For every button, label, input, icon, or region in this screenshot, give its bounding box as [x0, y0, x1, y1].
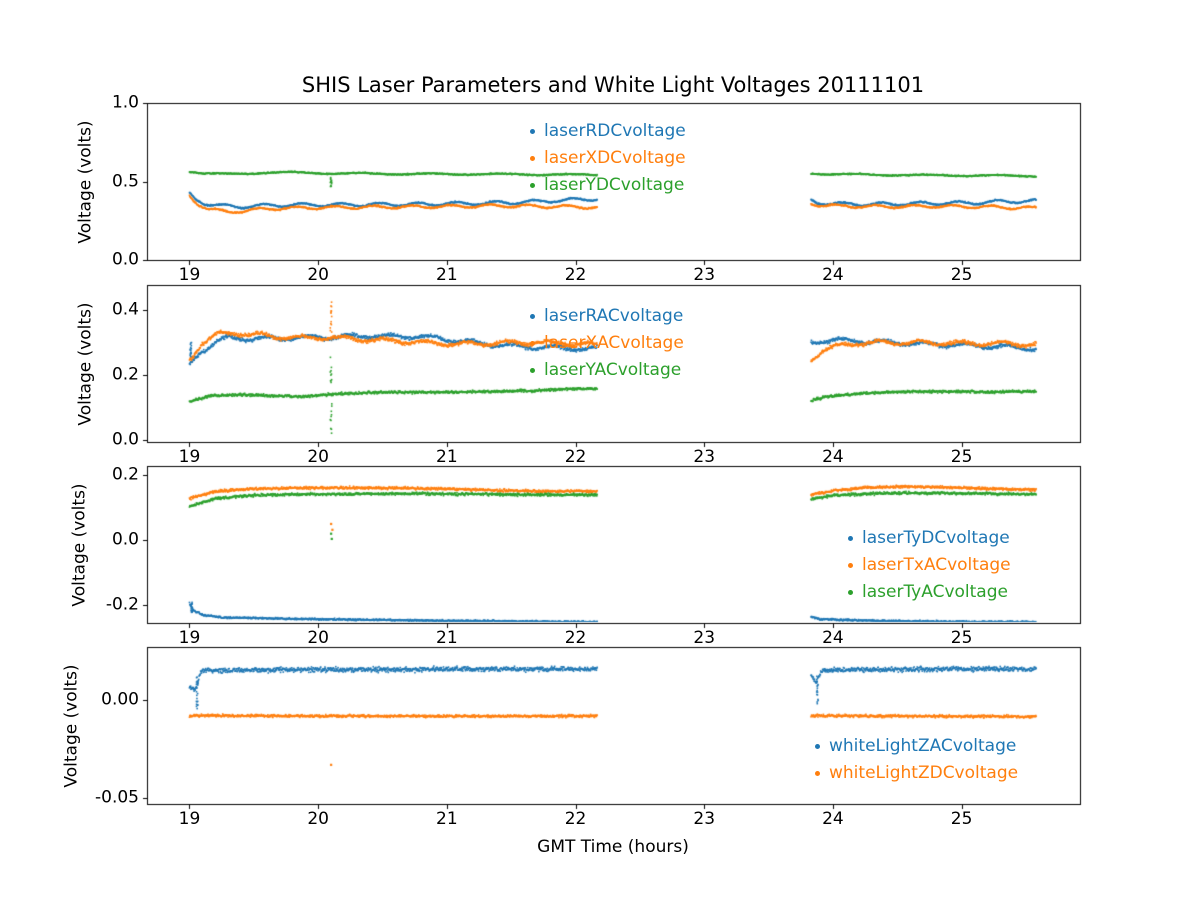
legend-label: whiteLightZDCvoltage [829, 763, 1019, 783]
legend-label: laserYDCvoltage [544, 175, 685, 195]
x-tick-label: 19 [178, 628, 201, 648]
legend-entry-laserYACvoltage: laserYACvoltage [530, 360, 681, 380]
x-tick-label: 25 [950, 809, 973, 829]
legend-label: laserTyACvoltage [862, 582, 1008, 602]
x-tick-label: 21 [436, 628, 458, 648]
legend-label: laserXDCvoltage [544, 148, 686, 168]
y-tick-label: 0.4 [111, 299, 139, 320]
legend-entry-laserTyACvoltage: laserTyACvoltage [848, 582, 1008, 602]
x-tick-label: 23 [693, 447, 716, 467]
x-tick-label: 22 [564, 265, 587, 285]
legend-marker-icon [815, 743, 820, 749]
legend-label: laserRDCvoltage [544, 121, 686, 141]
x-tick-label: 23 [693, 628, 716, 648]
legend-entry-laserTyDCvoltage: laserTyDCvoltage [848, 528, 1010, 548]
x-tick-label: 19 [178, 265, 201, 285]
legend-entry-laserXACvoltage: laserXACvoltage [530, 333, 684, 353]
legend-marker-icon [530, 128, 535, 134]
x-tick-label: 20 [307, 265, 329, 285]
x-axis-label: GMT Time (hours) [537, 837, 689, 857]
y-tick-label: 0.2 [111, 364, 139, 385]
y-tick-label: 0.0 [111, 529, 139, 550]
x-tick-label: 22 [564, 809, 587, 829]
x-tick-label: 25 [950, 447, 973, 467]
x-tick-label: 21 [436, 447, 458, 467]
x-tick-label: 23 [693, 265, 716, 285]
y-tick-label: -0.05 [95, 787, 139, 808]
legend-marker-icon [848, 562, 853, 568]
y-tick-label: 0.5 [111, 171, 139, 192]
legend-marker-icon [848, 589, 853, 595]
legend-entry-whiteLightZACvoltage: whiteLightZACvoltage [815, 736, 1016, 756]
x-tick-label: 21 [436, 809, 458, 829]
x-tick-label: 24 [822, 447, 844, 467]
legend-marker-icon [848, 535, 853, 541]
x-tick-label: 22 [564, 447, 587, 467]
x-tick-label: 21 [436, 265, 458, 285]
legend-label: laserXACvoltage [544, 333, 684, 353]
legend-entry-laserYDCvoltage: laserYDCvoltage [530, 175, 684, 195]
x-tick-label: 25 [950, 628, 973, 648]
x-tick-label: 22 [564, 628, 587, 648]
x-tick-label: 24 [822, 628, 844, 648]
x-tick-label: 24 [822, 265, 844, 285]
x-tick-label: 24 [822, 809, 844, 829]
legend-label: whiteLightZACvoltage [829, 736, 1017, 756]
y-axis-label: Voltage (volts) [69, 482, 90, 607]
legend-marker-icon [815, 770, 820, 776]
x-tick-label: 20 [307, 809, 329, 829]
y-tick-label: 0.0 [111, 429, 139, 450]
legend-entry-laserRDCvoltage: laserRDCvoltage [530, 121, 686, 141]
legend-marker-icon [530, 155, 535, 161]
x-tick-label: 19 [178, 447, 201, 467]
legend-label: laserTyDCvoltage [862, 528, 1010, 548]
y-tick-label: 0.2 [111, 464, 139, 485]
legend-marker-icon [530, 182, 535, 188]
legend-entry-whiteLightZDCvoltage: whiteLightZDCvoltage [815, 763, 1018, 783]
legend-entry-laserTxACvoltage: laserTxACvoltage [848, 555, 1011, 575]
legend-marker-icon [530, 367, 535, 373]
legend-entry-laserRACvoltage: laserRACvoltage [530, 306, 683, 326]
legend-entry-laserXDCvoltage: laserXDCvoltage [530, 148, 686, 168]
x-tick-label: 20 [307, 628, 329, 648]
x-tick-label: 23 [693, 809, 716, 829]
x-tick-label: 20 [307, 447, 329, 467]
y-tick-label: 0.00 [101, 689, 139, 710]
y-tick-label: -0.2 [105, 594, 139, 615]
x-tick-label: 19 [178, 809, 201, 829]
legend-label: laserYACvoltage [544, 360, 682, 380]
legend-marker-icon [530, 313, 535, 319]
y-axis-label: Voltage (volts) [61, 663, 82, 788]
chart-title: SHIS Laser Parameters and White Light Vo… [301, 73, 925, 97]
legend-label: laserRACvoltage [544, 306, 684, 326]
x-tick-label: 25 [950, 265, 973, 285]
y-tick-label: 0.0 [111, 249, 139, 270]
legend-label: laserTxACvoltage [862, 555, 1011, 575]
y-tick-label: 1.0 [111, 92, 139, 113]
y-axis-label: Voltage (volts) [75, 119, 96, 244]
y-axis-label: Voltage (volts) [75, 301, 96, 426]
legend-marker-icon [530, 340, 535, 346]
